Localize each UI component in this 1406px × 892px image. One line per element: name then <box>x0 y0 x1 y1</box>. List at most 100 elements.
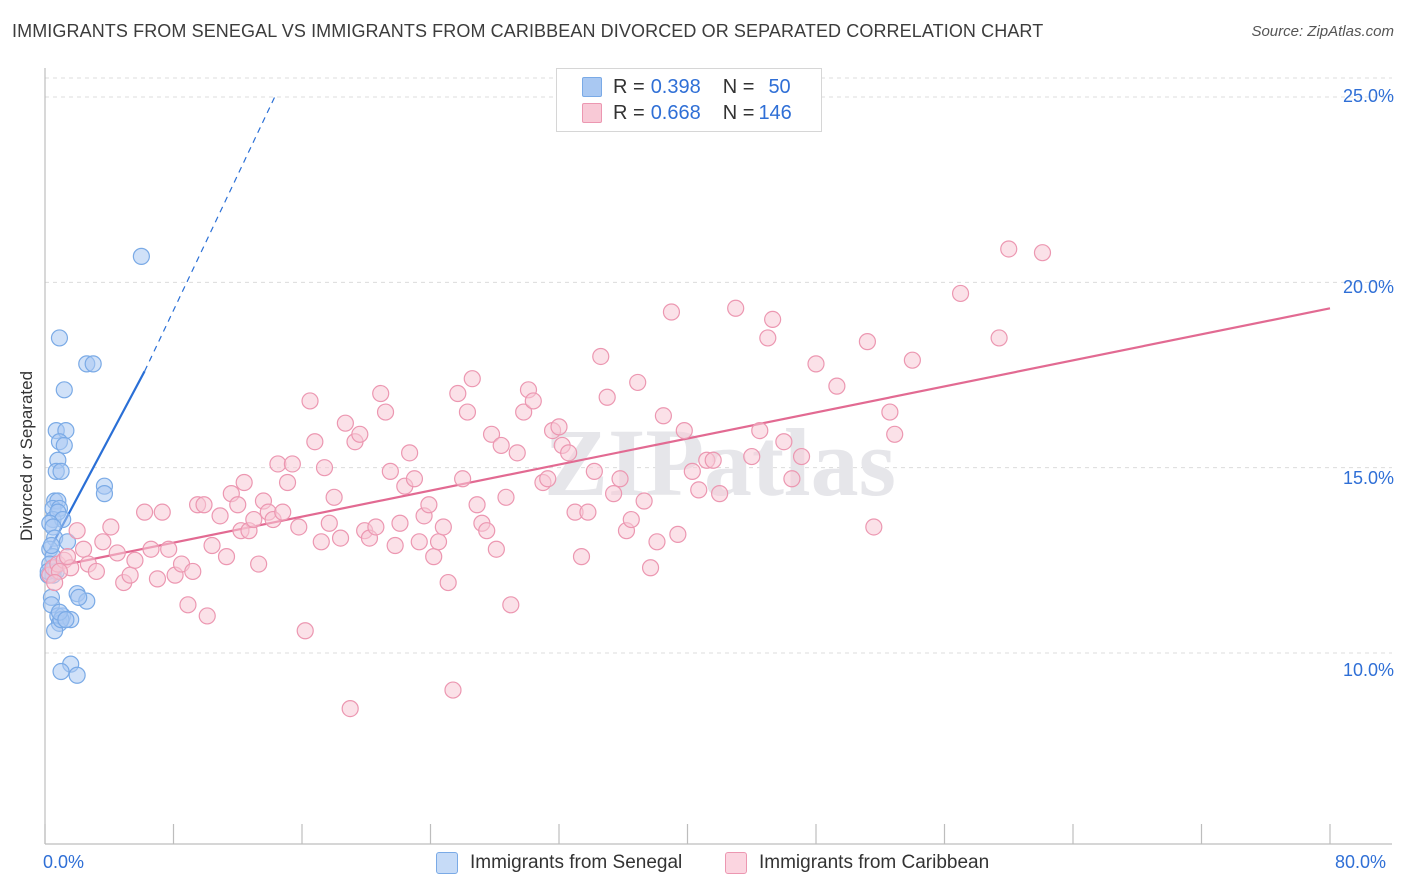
point-caribbean <box>775 433 793 451</box>
point-caribbean <box>903 351 921 369</box>
point-caribbean <box>881 403 899 421</box>
point-senegal <box>132 247 150 265</box>
correlation-legend: R = 0.398 N = 50 R = 0.668 N = 146 <box>556 68 822 132</box>
trend-extrapolation-senegal <box>144 96 276 372</box>
point-caribbean <box>648 533 666 551</box>
point-caribbean <box>301 392 319 410</box>
point-caribbean <box>858 333 877 351</box>
point-caribbean <box>458 403 477 421</box>
y-tick-20: 20.0% <box>1342 277 1394 297</box>
y-tick-25: 25.0% <box>1342 86 1394 106</box>
y-tick-10: 10.0% <box>1342 660 1394 680</box>
point-caribbean <box>629 373 647 392</box>
point-caribbean <box>434 518 452 536</box>
point-caribbean <box>283 455 301 473</box>
senegal-swatch <box>436 852 458 874</box>
point-caribbean <box>743 447 761 466</box>
point-caribbean <box>195 496 213 514</box>
legend-label: Immigrants from Caribbean <box>759 852 990 873</box>
point-caribbean <box>184 562 202 581</box>
y-tick-15: 15.0% <box>1342 468 1394 488</box>
point-caribbean <box>463 370 481 388</box>
point-caribbean <box>269 455 287 473</box>
point-caribbean <box>312 533 330 551</box>
chart-title: IMMIGRANTS FROM SENEGAL VS IMMIGRANTS FR… <box>12 21 1044 41</box>
point-caribbean <box>759 329 777 347</box>
caribbean-swatch <box>725 852 747 874</box>
point-caribbean <box>704 451 722 469</box>
point-caribbean <box>198 607 216 625</box>
point-caribbean <box>468 496 486 514</box>
point-caribbean <box>828 377 846 395</box>
point-caribbean <box>592 347 610 366</box>
point-caribbean <box>381 462 399 480</box>
point-senegal <box>95 485 114 503</box>
point-caribbean <box>560 444 578 462</box>
point-caribbean <box>439 573 457 592</box>
point-caribbean <box>886 425 904 443</box>
point-caribbean <box>401 444 419 462</box>
point-caribbean <box>420 496 438 514</box>
point-caribbean <box>153 503 171 521</box>
r-value: 0.398 <box>650 75 701 98</box>
point-caribbean <box>367 518 385 536</box>
point-caribbean <box>1033 244 1052 262</box>
point-caribbean <box>572 548 591 566</box>
point-caribbean <box>951 284 970 303</box>
point-caribbean <box>508 444 526 462</box>
point-caribbean <box>211 507 229 525</box>
point-senegal <box>84 355 102 373</box>
point-caribbean <box>229 496 247 514</box>
point-caribbean <box>217 548 236 566</box>
point-caribbean <box>585 462 603 480</box>
n-label: N = <box>722 101 755 124</box>
point-caribbean <box>121 566 139 584</box>
point-caribbean <box>454 470 472 488</box>
point-caribbean <box>102 518 120 536</box>
point-caribbean <box>635 492 653 510</box>
point-caribbean <box>449 384 467 403</box>
point-caribbean <box>325 488 343 506</box>
point-caribbean <box>539 470 557 488</box>
point-caribbean <box>290 518 308 536</box>
point-caribbean <box>142 540 160 558</box>
point-caribbean <box>662 303 681 321</box>
point-caribbean <box>372 384 390 403</box>
point-caribbean <box>74 540 93 558</box>
point-caribbean <box>605 485 623 503</box>
point-caribbean <box>405 470 424 488</box>
point-caribbean <box>598 388 616 406</box>
legend-row-caribbean: R = 0.668 N = 146 <box>582 100 792 126</box>
point-caribbean <box>306 433 324 451</box>
point-caribbean <box>58 548 77 566</box>
point-caribbean <box>865 518 883 536</box>
point-caribbean <box>235 473 253 492</box>
point-caribbean <box>179 596 197 614</box>
point-caribbean <box>502 596 520 614</box>
point-caribbean <box>160 540 178 558</box>
point-caribbean <box>487 540 505 558</box>
point-caribbean <box>391 514 409 532</box>
point-caribbean <box>278 473 297 492</box>
point-caribbean <box>550 418 568 436</box>
legend-item-caribbean[interactable]: Immigrants from Caribbean <box>725 852 989 874</box>
senegal-swatch <box>582 77 602 97</box>
legend-item-senegal[interactable]: Immigrants from Senegal <box>436 852 682 874</box>
point-caribbean <box>320 514 338 532</box>
r-label: R = <box>613 101 645 124</box>
n-value: 50 <box>768 75 791 98</box>
point-caribbean <box>690 481 708 499</box>
n-label: N = <box>722 75 755 98</box>
point-caribbean <box>94 533 112 551</box>
point-caribbean <box>245 510 263 529</box>
point-caribbean <box>990 329 1008 347</box>
point-caribbean <box>482 425 501 443</box>
point-caribbean <box>675 422 693 440</box>
point-senegal <box>55 436 73 455</box>
x-tick-min: 0.0% <box>43 852 85 872</box>
point-caribbean <box>515 403 533 421</box>
point-caribbean <box>87 562 106 581</box>
point-caribbean <box>579 503 597 521</box>
point-caribbean <box>622 510 640 529</box>
point-caribbean <box>331 529 350 547</box>
